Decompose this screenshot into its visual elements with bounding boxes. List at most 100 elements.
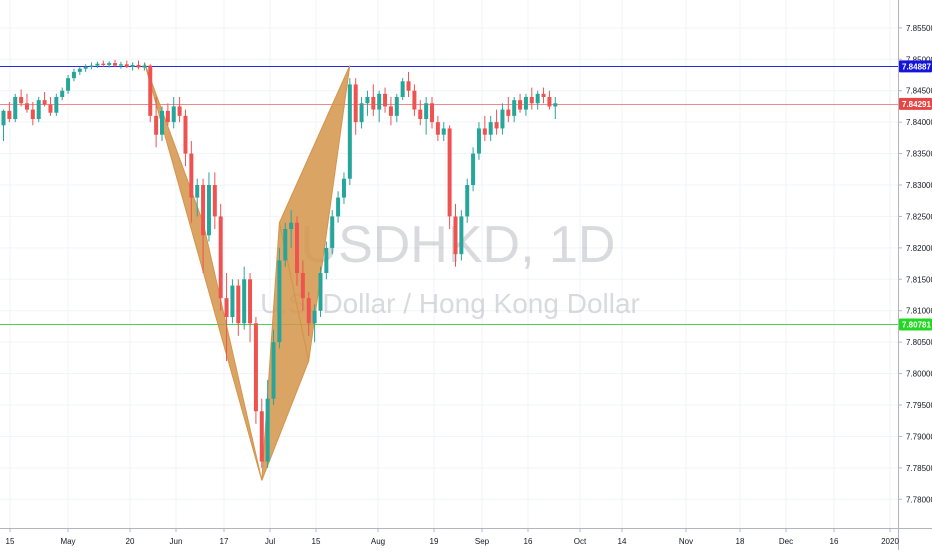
candle-body	[336, 197, 341, 217]
candle	[107, 61, 112, 68]
candle	[523, 93, 528, 116]
candle	[71, 68, 76, 82]
candle-body	[159, 110, 164, 135]
candle	[535, 90, 540, 110]
x-tick-label: 19	[430, 537, 439, 546]
candle-body	[71, 71, 76, 79]
candle	[242, 266, 247, 330]
candle-body	[553, 103, 558, 107]
candle	[95, 61, 100, 69]
candle	[142, 63, 147, 71]
candle	[547, 90, 552, 110]
candle-body	[7, 110, 12, 119]
candle-body	[142, 65, 147, 68]
candle-body	[253, 323, 258, 412]
candle	[165, 103, 170, 126]
candle-body	[388, 106, 393, 116]
candle	[377, 90, 382, 123]
candle	[465, 178, 470, 223]
x-tick-label: Jun	[170, 537, 183, 546]
candle-body	[165, 110, 170, 123]
candle-body	[424, 103, 429, 119]
y-tick-label: 7.83500	[906, 150, 932, 159]
candle	[265, 379, 270, 468]
candle	[206, 172, 211, 242]
candle	[7, 102, 12, 123]
candle-body	[201, 185, 206, 236]
candle-body	[418, 109, 423, 119]
candle	[441, 122, 446, 141]
candle	[435, 115, 440, 141]
candle-body	[60, 90, 65, 97]
candle-body	[494, 122, 499, 129]
candle	[189, 141, 194, 223]
candle	[412, 84, 417, 116]
candle	[113, 59, 118, 67]
price-label-text: 7.80781	[902, 320, 931, 329]
candle-body	[377, 93, 382, 110]
candle	[218, 203, 223, 311]
candle	[101, 60, 106, 67]
candle	[406, 71, 411, 97]
x-tick-label: May	[60, 537, 75, 546]
candle	[447, 125, 452, 229]
x-tick-label: 18	[736, 537, 745, 546]
candle-body	[341, 178, 346, 198]
price-labels: 7.84887 7.84291 7.80781	[899, 60, 932, 331]
candle-body	[295, 222, 299, 273]
candle-body	[365, 97, 370, 104]
candle-body	[24, 103, 29, 110]
candle-body	[500, 109, 505, 129]
candle	[312, 304, 317, 343]
candle	[365, 90, 370, 116]
candle	[553, 97, 558, 119]
candle-body	[124, 64, 129, 67]
candle-body	[541, 93, 546, 97]
candle	[36, 97, 41, 123]
candle-body	[353, 84, 358, 123]
candle	[488, 115, 493, 141]
candle-body	[48, 104, 53, 113]
price-label-box	[899, 97, 932, 110]
candle	[353, 78, 358, 135]
watermark-subtitle: U.S. Dollar / Hong Kong Dollar	[260, 288, 640, 319]
candle-body	[435, 122, 440, 135]
candle	[459, 210, 464, 261]
candle-body	[171, 106, 176, 123]
candle	[471, 147, 476, 192]
candle	[183, 109, 188, 167]
candle-body	[189, 153, 194, 198]
pattern-triangle-bcd[interactable]	[278, 65, 351, 362]
candle-body	[77, 68, 82, 72]
candle-body	[101, 63, 106, 65]
candle	[341, 172, 346, 204]
candle	[295, 216, 299, 286]
candle	[177, 97, 182, 123]
x-tick-label: 14	[618, 537, 627, 546]
candle-body	[512, 100, 517, 116]
candle-body	[236, 285, 241, 324]
candle	[518, 93, 523, 113]
candle-body	[459, 216, 464, 255]
price-label-text: 7.84291	[902, 100, 931, 109]
candle-body	[394, 97, 399, 116]
candle-body	[218, 216, 223, 299]
candle-body	[113, 63, 118, 66]
candle	[383, 87, 388, 113]
candle	[148, 64, 153, 123]
candle-body	[465, 185, 470, 217]
candle-body	[482, 128, 487, 135]
candle	[24, 93, 29, 113]
x-tick-label: 17	[220, 537, 229, 546]
candle	[318, 266, 323, 317]
candle-body	[224, 298, 229, 317]
y-tick-label: 7.83000	[906, 181, 932, 190]
candle	[30, 102, 35, 126]
candle	[248, 273, 253, 343]
candle	[506, 97, 511, 123]
candle-body	[248, 279, 253, 324]
candle	[336, 191, 341, 223]
candle-body	[259, 411, 264, 462]
